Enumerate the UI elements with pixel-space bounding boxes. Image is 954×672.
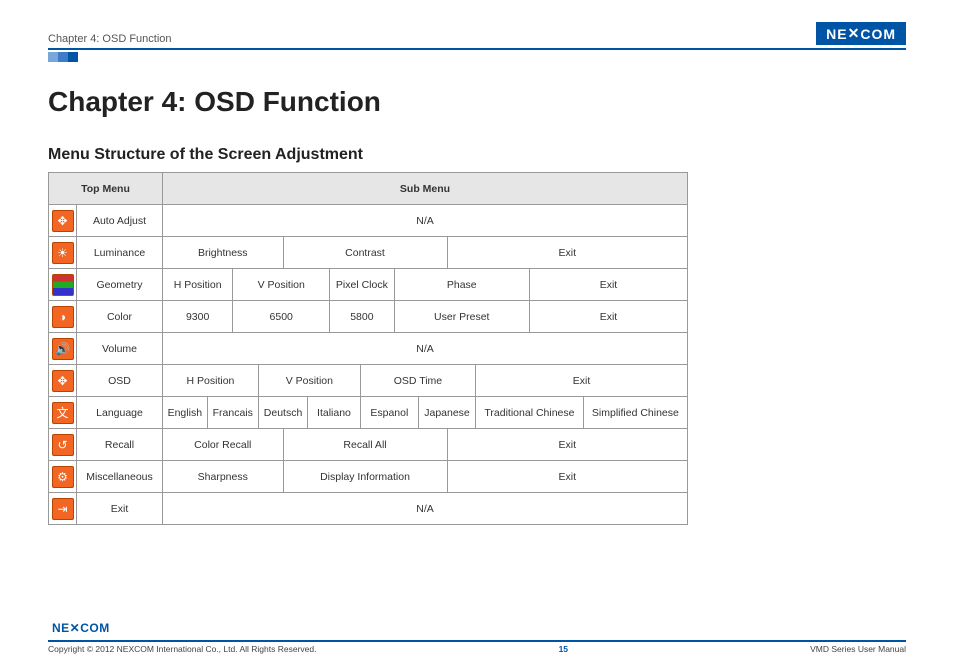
submenu-cell: Brightness <box>163 237 284 269</box>
geometry-icon <box>52 274 74 296</box>
header-rule <box>48 48 906 50</box>
icon-cell: ✥ <box>49 365 77 397</box>
manual-name: VMD Series User Manual <box>810 644 906 654</box>
footer-rule <box>48 640 906 642</box>
osd-icon: ✥ <box>52 370 74 392</box>
recall-icon: ↺ <box>52 434 74 456</box>
submenu-na: N/A <box>163 333 688 365</box>
top-menu-name: Auto Adjust <box>77 205 163 237</box>
submenu-cell: Espanol <box>360 397 418 429</box>
th-sub-menu: Sub Menu <box>163 173 688 205</box>
square-dark <box>68 52 78 62</box>
table-row: ⇥ Exit N/A <box>49 493 688 525</box>
exit-icon: ⇥ <box>52 498 74 520</box>
submenu-cell: Japanese <box>418 397 475 429</box>
table-row: ↺ Recall Color Recall Recall All Exit <box>49 429 688 461</box>
footer-logo: NE✕COM <box>48 620 906 636</box>
luminance-icon: ☀ <box>52 242 74 264</box>
submenu-cell: Pixel Clock <box>330 269 394 301</box>
top-menu-name: Volume <box>77 333 163 365</box>
top-menu-name: Language <box>77 397 163 429</box>
submenu-cell: English <box>163 397 208 429</box>
submenu-cell: Phase <box>394 269 529 301</box>
submenu-cell: 9300 <box>163 301 233 333</box>
submenu-cell: H Position <box>163 365 259 397</box>
brand-logo: NE✕COM <box>816 22 906 45</box>
icon-cell <box>49 269 77 301</box>
page-header: Chapter 4: OSD Function NE✕COM <box>48 22 906 45</box>
table-row: Geometry H Position V Position Pixel Clo… <box>49 269 688 301</box>
color-icon: ◑ <box>52 306 74 328</box>
submenu-cell: 6500 <box>233 301 330 333</box>
table-row: 🔊 Volume N/A <box>49 333 688 365</box>
submenu-cell: Traditional Chinese <box>476 397 584 429</box>
icon-cell: ⚙ <box>49 461 77 493</box>
page-number: 15 <box>559 644 568 654</box>
submenu-cell: Contrast <box>283 237 447 269</box>
submenu-cell: V Position <box>233 269 330 301</box>
menu-structure-table: Top Menu Sub Menu ✥ Auto Adjust N/A ☀ Lu… <box>48 172 688 525</box>
submenu-cell: V Position <box>258 365 360 397</box>
top-menu-name: Color <box>77 301 163 333</box>
auto-adjust-icon: ✥ <box>52 210 74 232</box>
submenu-cell: Display Information <box>283 461 447 493</box>
square-mid <box>58 52 68 62</box>
logo-text-right: COM <box>860 26 896 42</box>
language-icon: 文 <box>52 402 74 424</box>
submenu-na: N/A <box>163 493 688 525</box>
submenu-cell: Deutsch <box>258 397 307 429</box>
table-row: 文 Language English Francais Deutsch Ital… <box>49 397 688 429</box>
table-row: ⚙ Miscellaneous Sharpness Display Inform… <box>49 461 688 493</box>
volume-icon: 🔊 <box>52 338 74 360</box>
icon-cell: ✥ <box>49 205 77 237</box>
submenu-cell: Color Recall <box>163 429 284 461</box>
icon-cell: 文 <box>49 397 77 429</box>
submenu-cell: Exit <box>447 429 688 461</box>
footer-row: Copyright © 2012 NEXCOM International Co… <box>48 644 906 654</box>
section-title: Menu Structure of the Screen Adjustment <box>48 146 906 164</box>
copyright-text: Copyright © 2012 NEXCOM International Co… <box>48 644 316 654</box>
square-light <box>48 52 58 62</box>
table-row: ✥ OSD H Position V Position OSD Time Exi… <box>49 365 688 397</box>
submenu-cell: Sharpness <box>163 461 284 493</box>
x-icon: ✕ <box>848 25 861 42</box>
submenu-cell: Italiano <box>308 397 361 429</box>
submenu-cell: OSD Time <box>360 365 475 397</box>
submenu-cell: Francais <box>207 397 258 429</box>
table-header-row: Top Menu Sub Menu <box>49 173 688 205</box>
top-menu-name: Miscellaneous <box>77 461 163 493</box>
th-top-menu: Top Menu <box>49 173 163 205</box>
icon-cell: ⇥ <box>49 493 77 525</box>
icon-cell: ↺ <box>49 429 77 461</box>
submenu-cell: Exit <box>476 365 688 397</box>
top-menu-name: Luminance <box>77 237 163 269</box>
misc-icon: ⚙ <box>52 466 74 488</box>
table-row: ◑ Color 9300 6500 5800 User Preset Exit <box>49 301 688 333</box>
submenu-cell: Exit <box>529 269 687 301</box>
top-menu-name: Recall <box>77 429 163 461</box>
submenu-cell: Simplified Chinese <box>583 397 687 429</box>
page-footer: NE✕COM Copyright © 2012 NEXCOM Internati… <box>48 620 906 654</box>
submenu-cell: H Position <box>163 269 233 301</box>
submenu-na: N/A <box>163 205 688 237</box>
submenu-cell: Recall All <box>283 429 447 461</box>
icon-cell: ◑ <box>49 301 77 333</box>
logo-text-left: NE <box>826 26 847 42</box>
chapter-title: Chapter 4: OSD Function <box>48 86 906 118</box>
table-row: ☀ Luminance Brightness Contrast Exit <box>49 237 688 269</box>
top-menu-name: Exit <box>77 493 163 525</box>
top-menu-name: Geometry <box>77 269 163 301</box>
table-row: ✥ Auto Adjust N/A <box>49 205 688 237</box>
icon-cell: ☀ <box>49 237 77 269</box>
decorative-squares <box>48 52 906 62</box>
submenu-cell: Exit <box>447 461 688 493</box>
submenu-cell: User Preset <box>394 301 529 333</box>
icon-cell: 🔊 <box>49 333 77 365</box>
chapter-label: Chapter 4: OSD Function <box>48 33 172 45</box>
submenu-cell: Exit <box>529 301 687 333</box>
top-menu-name: OSD <box>77 365 163 397</box>
submenu-cell: Exit <box>447 237 688 269</box>
submenu-cell: 5800 <box>330 301 394 333</box>
